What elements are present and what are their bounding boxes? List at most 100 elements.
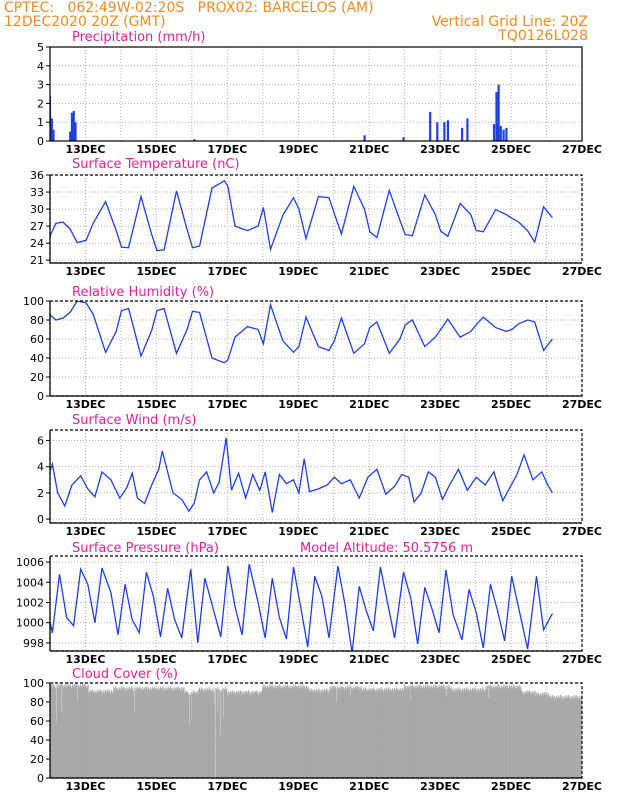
cloud-bar	[180, 689, 182, 778]
cloud-bar	[277, 688, 279, 778]
cloud-bar	[373, 690, 375, 778]
plot-area	[50, 301, 553, 364]
x-tick-label: 25DEC	[491, 398, 531, 411]
cloud-bar	[262, 688, 264, 778]
cloud-bar	[567, 694, 569, 778]
cloud-bar	[272, 687, 274, 778]
cloud-bar	[355, 685, 357, 778]
cloud-bar	[219, 690, 221, 778]
cloud-bar	[355, 689, 357, 778]
cloud-bar	[479, 689, 481, 778]
cloud-bar	[78, 688, 80, 778]
cloud-bar	[372, 687, 374, 778]
cloud-bar	[189, 694, 191, 778]
cloud-bar	[255, 690, 257, 778]
cloud-bar	[508, 685, 511, 778]
cloud-bar	[191, 693, 193, 778]
cloud-bar	[579, 695, 581, 778]
cloud-bar	[365, 690, 367, 778]
cloud-bar	[129, 690, 131, 778]
cloud-bar	[516, 687, 518, 778]
cloud-bar	[468, 692, 470, 778]
cloud-bar	[475, 688, 477, 778]
cloud-bar	[259, 691, 261, 778]
panel-title: Surface Wind (m/s)	[72, 413, 196, 428]
cloud-bar	[574, 698, 576, 778]
cloud-bar	[452, 688, 454, 778]
cloud-bar	[379, 689, 381, 778]
cloud-bar	[496, 686, 498, 778]
cloud-bar	[228, 691, 230, 778]
cloud-bar	[497, 684, 499, 778]
cloud-bar	[379, 691, 381, 778]
cloud-bar	[157, 689, 159, 778]
cloud-bar	[268, 686, 270, 778]
cloud-bar	[508, 687, 510, 778]
cloud-bar	[306, 685, 308, 778]
cloud-bar	[184, 692, 186, 778]
cloud-bar	[423, 688, 425, 778]
cloud-bar	[175, 686, 177, 778]
x-tick-label: 25DEC	[491, 265, 531, 278]
cloud-bar	[308, 688, 310, 778]
cloud-bar	[480, 691, 482, 778]
cloud-bar	[517, 688, 519, 778]
cloud-bar	[462, 691, 464, 778]
cloud-bar	[84, 686, 86, 778]
cloud-bar	[127, 690, 129, 778]
cloud-bar	[420, 685, 423, 778]
cloud-bar	[520, 686, 522, 778]
cloud-bar	[559, 696, 561, 778]
x-tick-label: 17DEC	[207, 653, 247, 666]
x-tick-label: 15DEC	[136, 653, 176, 666]
cloud-bar	[458, 687, 460, 778]
cloud-bar	[542, 692, 544, 778]
cloud-bar	[352, 688, 354, 778]
cloud-bar	[172, 691, 174, 778]
cloud-bar	[426, 686, 428, 778]
cloud-bar	[89, 691, 91, 778]
panel-title: Surface Temperature (nC)	[72, 157, 240, 172]
cloud-bar	[289, 687, 291, 778]
cloud-bar	[575, 694, 577, 778]
x-tick-label: 13DEC	[65, 143, 105, 156]
cloud-bar	[65, 685, 67, 778]
cloud-bar	[191, 719, 193, 778]
x-tick-label: 13DEC	[65, 653, 105, 666]
cloud-bar	[442, 684, 445, 778]
cloud-bar	[105, 689, 107, 778]
cloud-bar	[291, 686, 293, 778]
cloud-bar	[142, 690, 145, 778]
cloud-bar	[393, 689, 395, 778]
precip-bar	[70, 112, 74, 141]
series-line	[50, 179, 553, 252]
cloud-bar	[357, 685, 359, 778]
x-tick-label: 25DEC	[491, 143, 531, 156]
cloud-bar	[113, 690, 115, 778]
cloud-bar	[317, 690, 319, 778]
cloud-bar	[125, 691, 127, 778]
cloud-bar	[91, 689, 93, 778]
cloud-bar	[422, 687, 424, 778]
precip-bar	[495, 92, 498, 141]
cloud-bar	[245, 690, 247, 778]
precip-bar	[363, 135, 366, 141]
cloud-bar	[118, 687, 120, 778]
cloud-bar	[208, 687, 210, 778]
cloud-bar	[363, 691, 365, 778]
cloud-bar	[382, 692, 384, 778]
series-line	[50, 437, 553, 513]
x-tick-label: 21DEC	[349, 398, 389, 411]
panel-5: 0 20 40 60 80 100 Cloud Cover (%) 13DEC 15DEC 17D…	[23, 667, 602, 793]
cloud-bar	[59, 685, 62, 778]
x-tick-label: 17DEC	[207, 143, 247, 156]
cloud-bar	[242, 692, 245, 778]
cloud-bar	[69, 684, 71, 778]
cloud-bar	[74, 687, 76, 778]
cloud-bar	[538, 696, 540, 778]
cloud-bar	[359, 690, 361, 778]
cloud-bar	[111, 693, 113, 778]
x-tick-label: 27DEC	[562, 525, 602, 538]
cloud-bar	[235, 692, 237, 778]
cloud-bar	[140, 691, 142, 778]
